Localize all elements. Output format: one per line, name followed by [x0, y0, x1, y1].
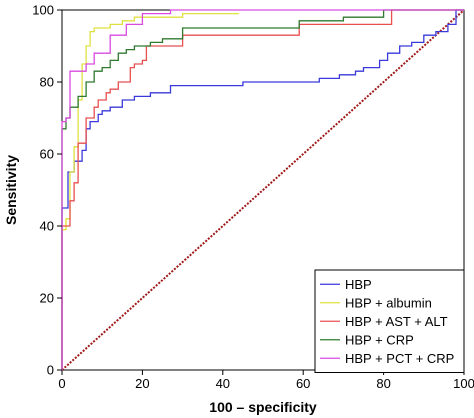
y-tick-label: 80: [40, 75, 54, 90]
x-tick-label: 80: [376, 376, 390, 391]
x-tick-label: 40: [216, 376, 230, 391]
x-axis-title: 100 – specificity: [209, 399, 317, 415]
legend: HBP HBP + albumin HBP + AST + ALT HBP + CRP…: [314, 269, 465, 373]
y-tick-label: 0: [47, 363, 54, 378]
axes-layer: 0 20 40 60 80 100 0 20 40 60 80 100: [32, 3, 474, 392]
series-line-5: [61, 9, 464, 370]
series-line-3: [61, 9, 464, 370]
reference-diagonal-line: [61, 9, 465, 371]
legend-label: HBP + AST + ALT: [345, 314, 448, 329]
y-tick-label: 40: [40, 219, 54, 234]
x-tick-label: 20: [135, 376, 149, 391]
series-line-4: [61, 9, 464, 370]
x-tick-label: 100: [453, 376, 474, 391]
y-axis-title: Sensitivity: [3, 155, 19, 225]
legend-label: HBP + albumin: [345, 295, 432, 310]
series-line-2: [61, 12, 239, 370]
series-layer: [61, 9, 465, 371]
x-tick-label: 60: [296, 376, 310, 391]
legend-label: HBP + CRP: [345, 332, 414, 347]
y-tick-label: 20: [40, 291, 54, 306]
legend-label: HBP: [345, 277, 372, 292]
y-tick-label: 100: [32, 3, 54, 18]
x-tick-label: 0: [58, 376, 65, 391]
y-tick-label: 60: [40, 147, 54, 162]
legend-label: HBP + PCT + CRP: [345, 351, 454, 366]
